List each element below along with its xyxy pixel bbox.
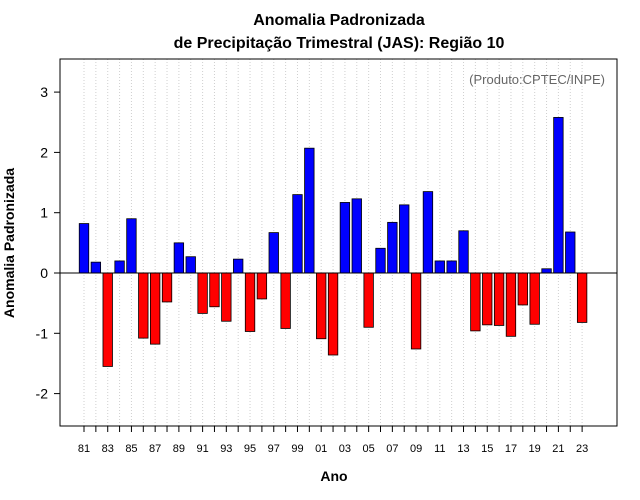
bar-03 bbox=[339, 202, 351, 274]
bar-04 bbox=[351, 198, 362, 274]
bars bbox=[78, 117, 588, 367]
bar-98 bbox=[280, 272, 291, 329]
y-tick-label: 2 bbox=[40, 144, 48, 160]
x-axis-label: Ano bbox=[320, 468, 347, 484]
x-tick-label: 23 bbox=[576, 443, 588, 455]
x-tick-label: 15 bbox=[481, 443, 493, 455]
bar-20 bbox=[541, 268, 552, 274]
bar-12 bbox=[446, 260, 457, 274]
bar-97 bbox=[268, 232, 279, 274]
bar-90 bbox=[185, 256, 196, 274]
x-tick-label: 13 bbox=[457, 443, 469, 455]
bar-19 bbox=[529, 272, 540, 325]
bar-18 bbox=[517, 272, 528, 306]
x-tick-label: 95 bbox=[244, 443, 256, 455]
x-tick-label: 99 bbox=[291, 443, 303, 455]
bar-00 bbox=[304, 147, 315, 274]
bar-94 bbox=[233, 258, 244, 274]
x-tick-label: 05 bbox=[363, 443, 375, 455]
bar-85 bbox=[126, 218, 137, 274]
x-tick-label: 87 bbox=[149, 443, 161, 455]
bar-82 bbox=[90, 261, 102, 274]
bar-84 bbox=[114, 260, 125, 274]
source-note: (Produto:CPTEC/INPE) bbox=[469, 72, 605, 87]
bar-96 bbox=[256, 272, 268, 300]
y-tick-label: 0 bbox=[40, 265, 48, 281]
x-tick-label: 09 bbox=[410, 443, 422, 455]
chart-title-line-2: de Precipitação Trimestral (JAS): Região… bbox=[174, 35, 505, 52]
x-tick-label: 07 bbox=[386, 443, 398, 455]
x-tick-label: 19 bbox=[529, 443, 541, 455]
x-tick-label: 03 bbox=[339, 443, 351, 455]
bar-17 bbox=[505, 272, 517, 337]
bar-21 bbox=[553, 117, 564, 274]
x-tick-label: 83 bbox=[102, 443, 114, 455]
bar-87 bbox=[150, 272, 161, 345]
x-tick-label: 89 bbox=[173, 443, 185, 455]
bar-10 bbox=[422, 191, 434, 274]
bar-86 bbox=[138, 272, 149, 339]
x-tick-label: 93 bbox=[220, 443, 232, 455]
grid-lines bbox=[83, 59, 583, 426]
bar-95 bbox=[244, 272, 256, 332]
bar-99 bbox=[292, 194, 303, 274]
bar-91 bbox=[197, 272, 208, 314]
bar-08 bbox=[399, 204, 410, 274]
y-tick-label: -1 bbox=[36, 325, 49, 341]
x-axis: 81 83 85 87 89 91 93 95 97 99 01 03 05 07 09 11 13 15 17 19… bbox=[78, 426, 588, 455]
x-tick-label: 85 bbox=[125, 443, 137, 455]
y-tick-label: 3 bbox=[40, 84, 48, 100]
bar-06 bbox=[375, 247, 386, 274]
bar-89 bbox=[173, 242, 185, 274]
bar-01 bbox=[316, 272, 327, 340]
bar-93 bbox=[221, 272, 232, 322]
plot-frame bbox=[59, 58, 618, 427]
x-tick-label: 11 bbox=[434, 443, 445, 455]
x-tick-label: 21 bbox=[552, 443, 564, 455]
bar-88 bbox=[161, 272, 173, 303]
bar-81 bbox=[78, 223, 90, 274]
bar-23 bbox=[576, 272, 588, 323]
x-tick-label: 01 bbox=[315, 443, 327, 455]
bar-14 bbox=[470, 272, 481, 332]
y-tick-label: -2 bbox=[36, 386, 49, 402]
y-tick-label: 1 bbox=[40, 205, 48, 221]
x-tick-label: 91 bbox=[196, 443, 208, 455]
bar-02 bbox=[327, 272, 339, 356]
chart-title-line-1: Anomalia Padronizada bbox=[253, 12, 425, 29]
x-tick-label: 97 bbox=[268, 443, 280, 455]
bar-05 bbox=[363, 272, 374, 328]
bar-11 bbox=[434, 260, 445, 274]
bar-16 bbox=[493, 272, 505, 326]
bar-09 bbox=[410, 272, 422, 350]
bar-92 bbox=[209, 272, 220, 308]
bar-22 bbox=[565, 231, 576, 274]
bar-83 bbox=[102, 272, 113, 367]
bar-13 bbox=[458, 230, 469, 274]
bar-15 bbox=[482, 272, 493, 326]
bar-07 bbox=[387, 221, 398, 274]
x-tick-label: 17 bbox=[505, 443, 517, 455]
x-tick-label: 81 bbox=[78, 443, 90, 455]
y-axis: -2 -1 0 1 2 3 bbox=[36, 84, 60, 402]
y-axis-label: Anomalia Padronizada bbox=[1, 168, 17, 318]
